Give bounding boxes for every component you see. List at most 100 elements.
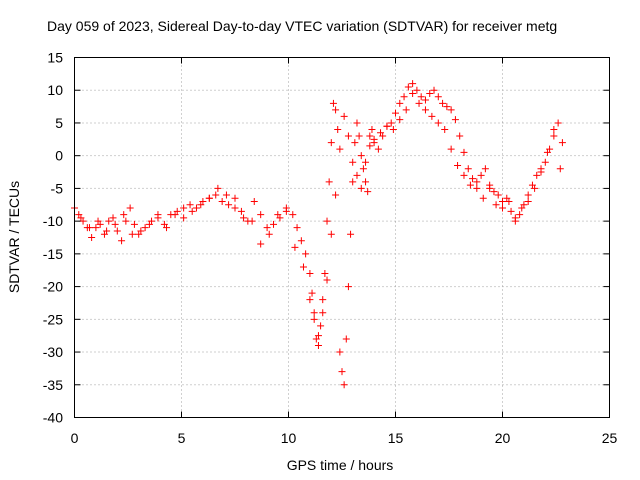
data-point — [357, 152, 365, 160]
data-point — [396, 116, 404, 124]
data-point — [329, 99, 337, 107]
y-tick-label: -40 — [43, 410, 63, 426]
y-tick-label: -10 — [43, 213, 63, 229]
data-point — [447, 145, 455, 153]
y-axis-label: SDTVAR / TECUs — [6, 181, 22, 293]
y-tick-label: 10 — [47, 82, 63, 98]
data-point — [511, 214, 519, 222]
data-point — [214, 184, 222, 192]
data-point — [154, 214, 162, 222]
data-point — [554, 119, 562, 127]
data-point — [505, 198, 513, 205]
data-point — [413, 86, 421, 94]
data-point — [186, 201, 194, 209]
data-point — [439, 99, 447, 107]
data-point — [334, 126, 342, 133]
data-point — [293, 224, 301, 232]
data-point — [473, 178, 481, 186]
x-tick-label: 25 — [602, 430, 618, 446]
data-point — [543, 148, 551, 156]
data-point — [109, 214, 117, 222]
data-point — [314, 342, 322, 349]
data-point — [364, 188, 372, 196]
y-tick-label: -25 — [43, 311, 63, 327]
data-point — [137, 227, 145, 235]
data-point — [383, 122, 391, 130]
tick-marks — [74, 57, 610, 418]
data-point — [297, 237, 305, 245]
data-point — [212, 191, 220, 199]
data-point — [103, 227, 111, 235]
data-point — [237, 207, 245, 215]
data-point — [141, 224, 149, 232]
data-point — [257, 211, 265, 219]
data-point — [248, 217, 256, 225]
y-tick-labels: -40 -35 -30 -25 -20 -15 -10 -5 0 5 10 15 — [43, 50, 63, 426]
data-point — [336, 348, 344, 356]
data-point — [163, 224, 171, 232]
data-point — [319, 309, 327, 317]
data-point — [558, 139, 566, 147]
y-tick-label: -20 — [43, 279, 63, 295]
y-tick-label: 15 — [47, 50, 63, 66]
data-point — [374, 145, 382, 153]
data-point — [426, 90, 434, 97]
data-point — [541, 158, 549, 166]
data-point — [357, 184, 365, 192]
data-point — [392, 109, 399, 117]
data-point — [317, 322, 325, 330]
data-point — [325, 178, 333, 186]
x-tick-label: 15 — [388, 430, 404, 446]
data-point — [344, 132, 352, 140]
data-point — [415, 99, 423, 107]
data-point — [366, 142, 374, 150]
data-point — [347, 230, 355, 238]
data-point — [263, 224, 271, 232]
data-point — [400, 93, 408, 101]
data-point — [550, 126, 558, 133]
data-point — [306, 296, 314, 304]
x-tick-label: 20 — [495, 430, 511, 446]
data-point — [188, 207, 196, 215]
data-point — [409, 80, 417, 88]
data-point — [321, 270, 329, 277]
data-point — [389, 126, 397, 133]
data-point — [94, 217, 102, 225]
data-point — [257, 240, 265, 248]
data-point — [469, 175, 477, 183]
y-tick-label: -15 — [43, 246, 63, 262]
data-point — [306, 270, 314, 277]
data-point — [327, 230, 335, 238]
data-point — [299, 263, 307, 271]
data-point — [308, 289, 316, 297]
data-point — [128, 230, 136, 238]
data-point — [197, 201, 205, 209]
data-point — [349, 158, 357, 166]
data-point — [231, 194, 239, 202]
data-point — [218, 198, 226, 205]
data-point — [340, 381, 348, 389]
data-point — [270, 220, 278, 228]
data-point — [291, 243, 299, 251]
data-point — [205, 194, 213, 202]
data-point — [77, 214, 85, 222]
x-axis-label: GPS time / hours — [287, 457, 394, 473]
data-point — [120, 211, 128, 219]
y-tick-label: -5 — [51, 180, 64, 196]
data-point — [421, 106, 429, 114]
data-point — [477, 171, 485, 179]
data-point — [362, 158, 370, 166]
data-point — [310, 309, 318, 317]
data-point — [362, 178, 370, 186]
data-point — [464, 165, 472, 173]
chart-title: Day 059 of 2023, Sidereal Day-to-day VTE… — [47, 18, 557, 34]
data-point — [265, 230, 273, 238]
data-point — [441, 126, 449, 133]
y-tick-label: 5 — [55, 115, 63, 131]
data-point — [507, 207, 515, 215]
data-point — [443, 103, 451, 111]
data-point — [85, 224, 93, 232]
data-point — [516, 211, 524, 219]
data-point — [310, 315, 318, 323]
data-point — [130, 220, 138, 228]
